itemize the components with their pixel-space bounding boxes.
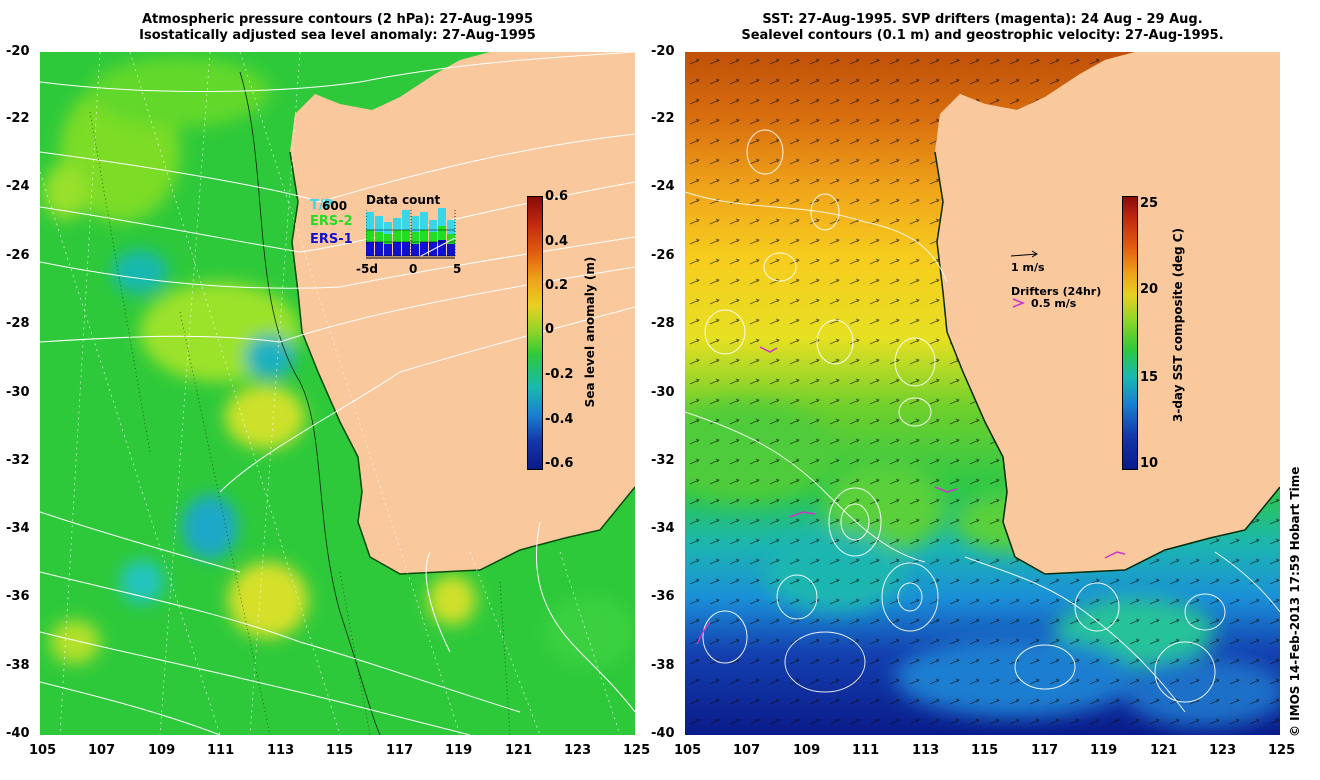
legend-xtick: 5 xyxy=(453,262,462,276)
left-title-line2: Isostatically adjusted sea level anomaly… xyxy=(139,28,536,43)
lat-tick: -22 xyxy=(6,111,30,126)
lat-tick: -34 xyxy=(6,521,30,536)
lon-tick: 119 xyxy=(1090,743,1118,758)
velocity-scale-arrow xyxy=(1011,250,1038,258)
right-title-line2: Sealevel contours (0.1 m) and geostrophi… xyxy=(741,28,1224,43)
lat-tick: -38 xyxy=(6,658,30,673)
right-title-line1: SST: 27-Aug-1995. SVP drifters (magenta)… xyxy=(762,12,1203,27)
lon-tick: 125 xyxy=(623,743,651,758)
left-title-line1: Atmospheric pressure contours (2 hPa): 2… xyxy=(141,12,534,27)
lon-tick: 123 xyxy=(1209,743,1237,758)
legend-ers1-label: ERS-1 xyxy=(310,232,353,247)
lat-tick: -24 xyxy=(651,179,675,194)
lat-tick: -22 xyxy=(651,111,675,126)
lon-tick: 117 xyxy=(1031,743,1059,758)
lon-tick: 111 xyxy=(207,743,235,758)
legend-max-label: 600 xyxy=(322,199,348,213)
lat-tick: -26 xyxy=(651,248,675,263)
credit-text: © IMOS 14-Feb-2013 17:59 Hobart Time xyxy=(1288,466,1302,737)
sst-colorbar xyxy=(1122,196,1138,470)
lon-tick: 111 xyxy=(852,743,880,758)
legend-xtick: -5d xyxy=(356,262,378,276)
lon-tick: 115 xyxy=(326,743,354,758)
legend-ers2-label: ERS-2 xyxy=(310,214,353,229)
lat-tick: -36 xyxy=(6,589,30,604)
drifters-speed-label: 0.5 m/s xyxy=(1031,297,1077,310)
lon-tick: 113 xyxy=(912,743,940,758)
drifter-legend-arrow xyxy=(1012,298,1026,308)
lon-tick: 119 xyxy=(445,743,473,758)
lon-tick: 107 xyxy=(733,743,761,758)
lat-tick: -36 xyxy=(651,589,675,604)
left-cb-tick: 0.2 xyxy=(545,278,569,293)
lat-tick: -30 xyxy=(651,385,675,400)
lat-tick: -40 xyxy=(651,726,675,741)
lon-tick: 125 xyxy=(1268,743,1296,758)
sst-map xyxy=(685,52,1280,735)
lon-tick: 121 xyxy=(1150,743,1178,758)
drifters-label: Drifters (24hr) xyxy=(1011,285,1102,298)
lat-tick: -32 xyxy=(651,453,675,468)
lat-tick: -34 xyxy=(651,521,675,536)
left-cb-tick: 0.4 xyxy=(545,234,569,249)
lat-tick: -20 xyxy=(6,44,30,59)
lon-tick: 113 xyxy=(267,743,295,758)
right-cb-tick: 20 xyxy=(1140,282,1159,297)
lat-tick: -32 xyxy=(6,453,30,468)
velocity-scale-label: 1 m/s xyxy=(1011,261,1045,274)
left-cb-tick: 0.6 xyxy=(545,189,569,204)
sea-level-colorbar xyxy=(527,196,543,470)
left-cb-tick: -0.4 xyxy=(545,412,574,427)
right-cb-tick: 15 xyxy=(1140,370,1159,385)
legend-title: Data count xyxy=(366,193,441,207)
sea-level-anomaly-map xyxy=(40,52,635,735)
right-cb-tick: 25 xyxy=(1140,196,1159,211)
left-cb-tick: -0.2 xyxy=(545,367,574,382)
left-cb-label: Sea level anomaly (m) xyxy=(583,256,597,408)
left-cb-tick: -0.6 xyxy=(545,456,574,471)
lat-tick: -20 xyxy=(651,44,675,59)
lat-tick: -28 xyxy=(6,316,30,331)
lat-tick: -40 xyxy=(6,726,30,741)
legend-xtick: 0 xyxy=(409,262,418,276)
lat-tick: -30 xyxy=(6,385,30,400)
lat-tick: -26 xyxy=(6,248,30,263)
lon-tick: 109 xyxy=(793,743,821,758)
legend-tp-label: T/P xyxy=(310,198,334,213)
lon-tick: 117 xyxy=(386,743,414,758)
lon-tick: 105 xyxy=(29,743,57,758)
lat-tick: -38 xyxy=(651,658,675,673)
left-cb-tick: 0 xyxy=(545,322,555,337)
right-cb-label: 3-day SST composite (deg C) xyxy=(1171,227,1185,422)
lon-tick: 115 xyxy=(971,743,999,758)
lon-tick: 121 xyxy=(505,743,533,758)
lat-tick: -24 xyxy=(6,179,30,194)
lon-tick: 123 xyxy=(564,743,592,758)
lon-tick: 105 xyxy=(674,743,702,758)
data-count-histogram xyxy=(366,208,456,259)
lon-tick: 109 xyxy=(148,743,176,758)
lat-tick: -28 xyxy=(651,316,675,331)
right-cb-tick: 10 xyxy=(1140,456,1159,471)
lon-tick: 107 xyxy=(88,743,116,758)
